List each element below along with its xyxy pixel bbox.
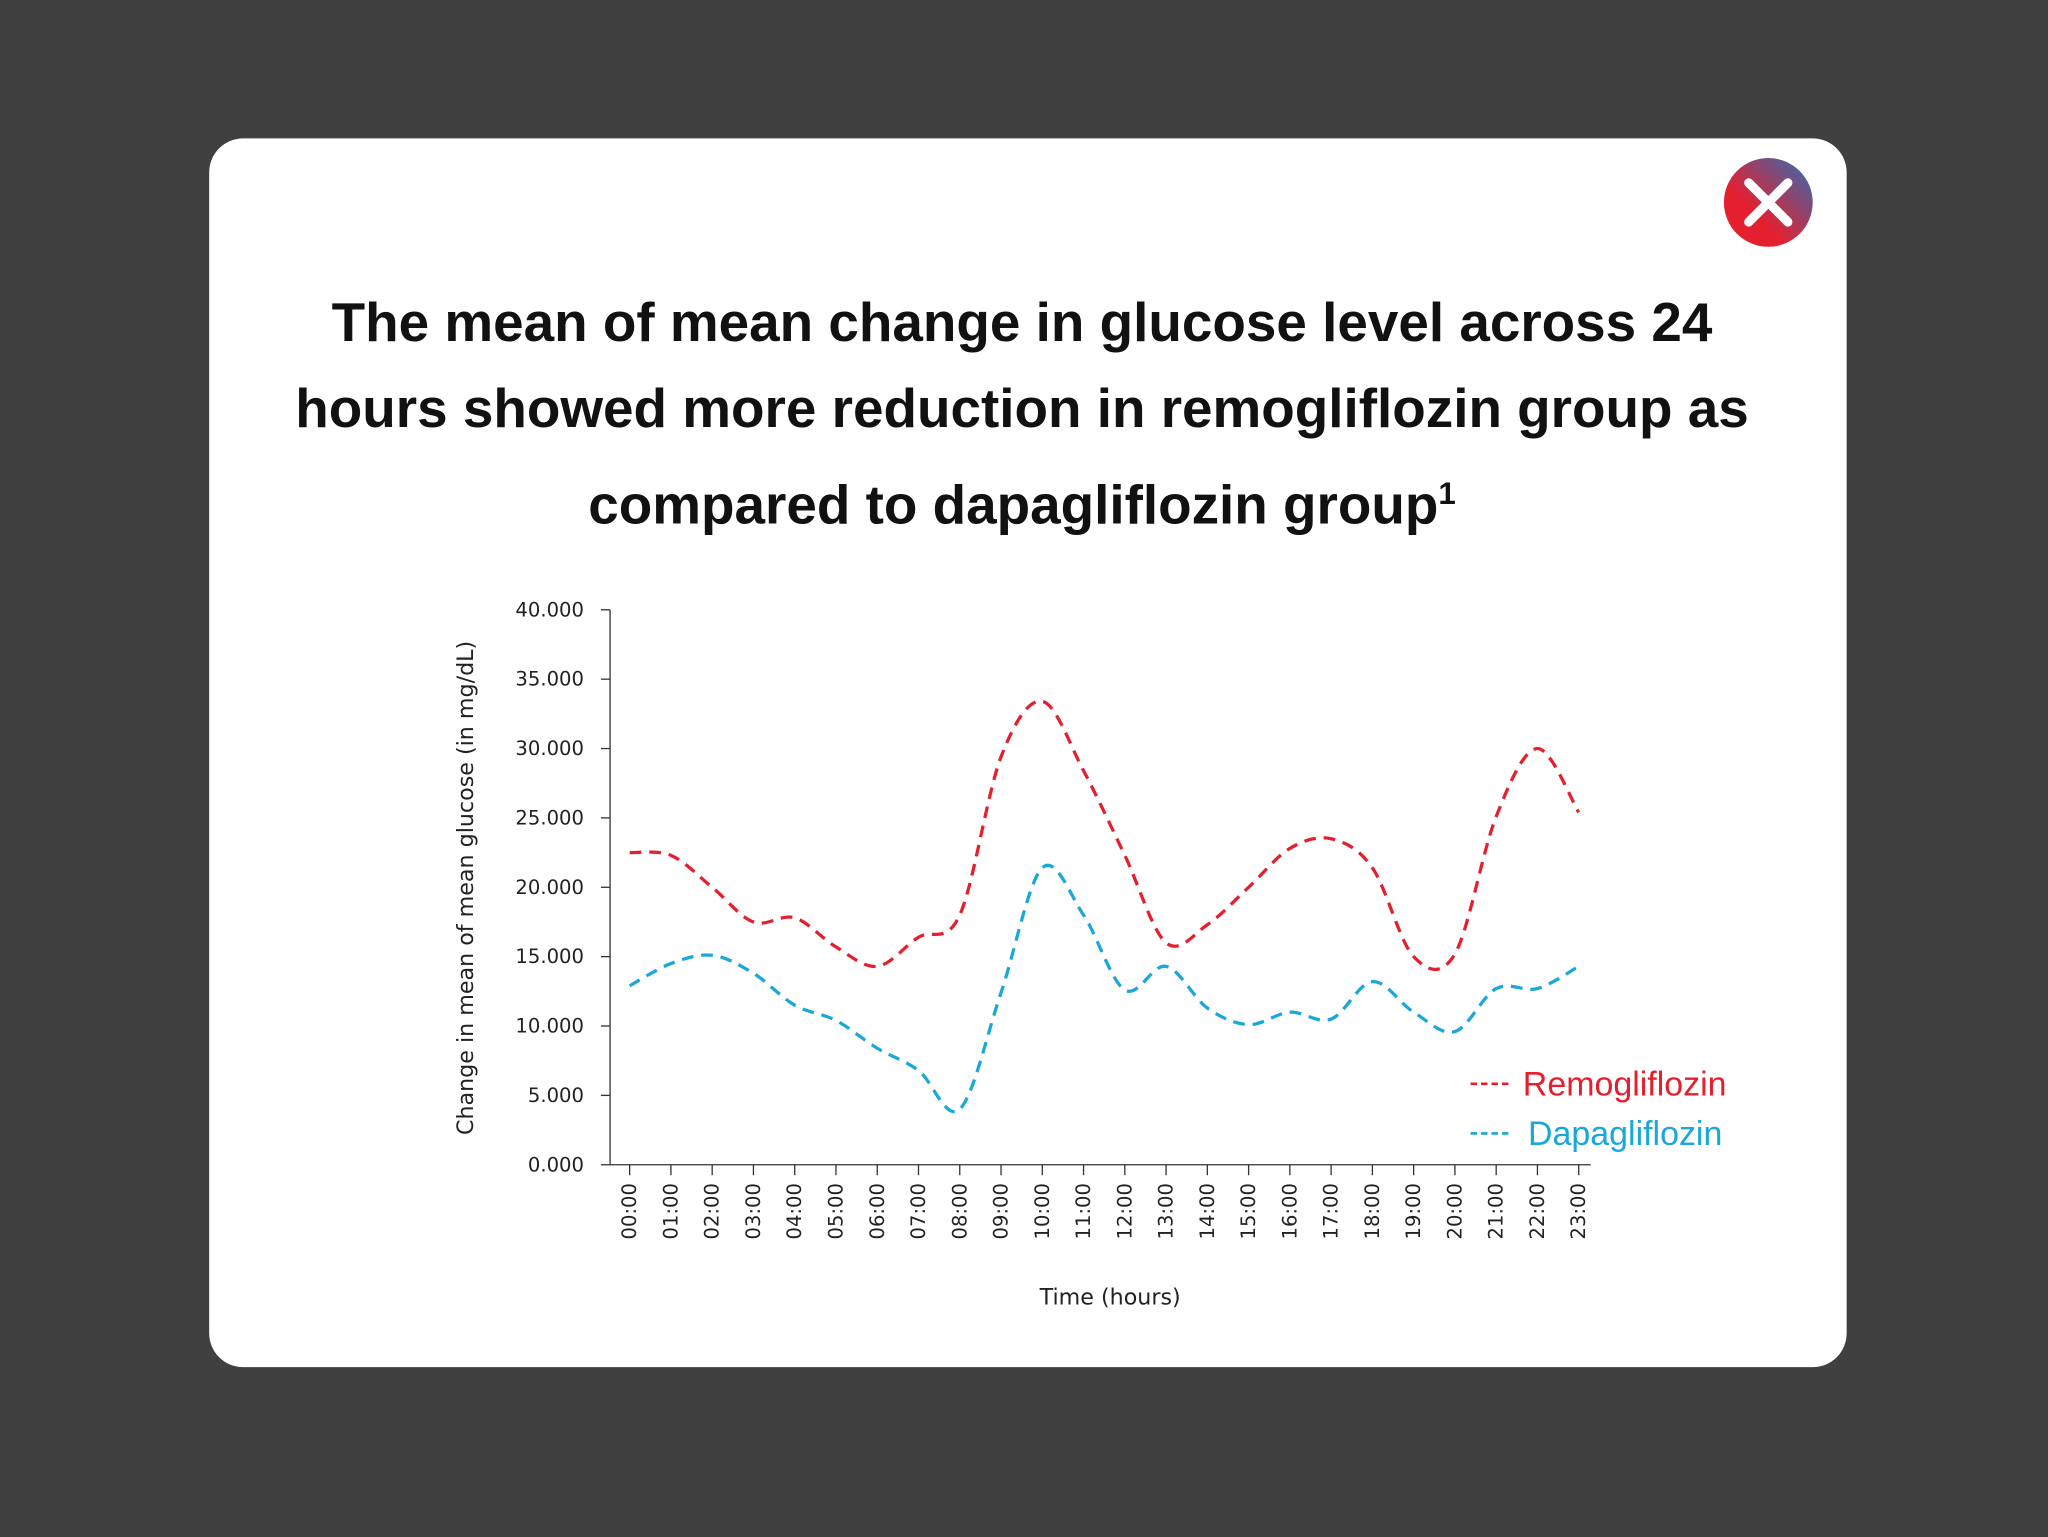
x-tick-label: 03:00 (742, 1183, 765, 1239)
x-tick-label: 07:00 (907, 1183, 930, 1239)
legend-label: Remogliflozin (1523, 1066, 1727, 1104)
y-tick-label: 30.000 (515, 737, 584, 760)
x-tick-label: 10:00 (1031, 1183, 1054, 1239)
y-tick-label: 5.000 (528, 1084, 584, 1107)
x-tick-label: 21:00 (1485, 1183, 1508, 1239)
x-axis-label: Time (hours) (1039, 1284, 1181, 1310)
y-tick-label: 15.000 (515, 945, 584, 968)
x-tick-label: 18:00 (1361, 1183, 1384, 1239)
x-tick-label: 22:00 (1526, 1183, 1549, 1239)
y-tick-label: 10.000 (515, 1015, 584, 1038)
x-tick-label: 08:00 (948, 1183, 971, 1239)
y-tick-label: 25.000 (515, 806, 584, 829)
x-tick-label: 13:00 (1155, 1183, 1178, 1239)
x-tick-label: 17:00 (1320, 1183, 1343, 1239)
x-tick-label: 01:00 (659, 1183, 682, 1239)
y-tick-label: 20.000 (515, 876, 584, 899)
x-tick-label: 06:00 (866, 1183, 889, 1239)
y-tick-label: 0.000 (528, 1153, 584, 1176)
x-tick-label: 16:00 (1278, 1183, 1301, 1239)
x-tick-label: 20:00 (1443, 1183, 1466, 1239)
x-tick-label: 04:00 (783, 1183, 806, 1239)
y-tick-label: 35.000 (515, 668, 584, 691)
modal (209, 138, 1847, 1368)
y-axis-label: Change in mean of mean glucose (in mg/dL… (453, 641, 479, 1135)
x-tick-label: 14:00 (1196, 1183, 1219, 1239)
title-box: The mean of mean change in glucose level… (261, 279, 1782, 548)
x-tick-label: 00:00 (618, 1183, 641, 1239)
x-tick-label: 02:00 (701, 1183, 724, 1239)
legend-label: Dapagliflozin (1528, 1115, 1722, 1153)
x-tick-label: 11:00 (1072, 1183, 1095, 1239)
x-tick-label: 15:00 (1237, 1183, 1260, 1239)
title-text: The mean of mean change in glucose level… (295, 291, 1749, 536)
series-line (629, 699, 1581, 972)
x-tick-label: 09:00 (990, 1183, 1013, 1239)
close-button[interactable] (1723, 158, 1813, 247)
title-note: 1 (1438, 476, 1456, 512)
x-tick-label: 12:00 (1113, 1183, 1136, 1239)
x-tick-label: 19:00 (1402, 1183, 1425, 1239)
x-tick-label: 05:00 (824, 1183, 847, 1239)
chart-title: The mean of mean change in glucose level… (261, 279, 1782, 548)
y-tick-label: 40.000 (515, 598, 584, 621)
series-line (628, 863, 1580, 1114)
x-tick-label: 23:00 (1567, 1183, 1590, 1239)
